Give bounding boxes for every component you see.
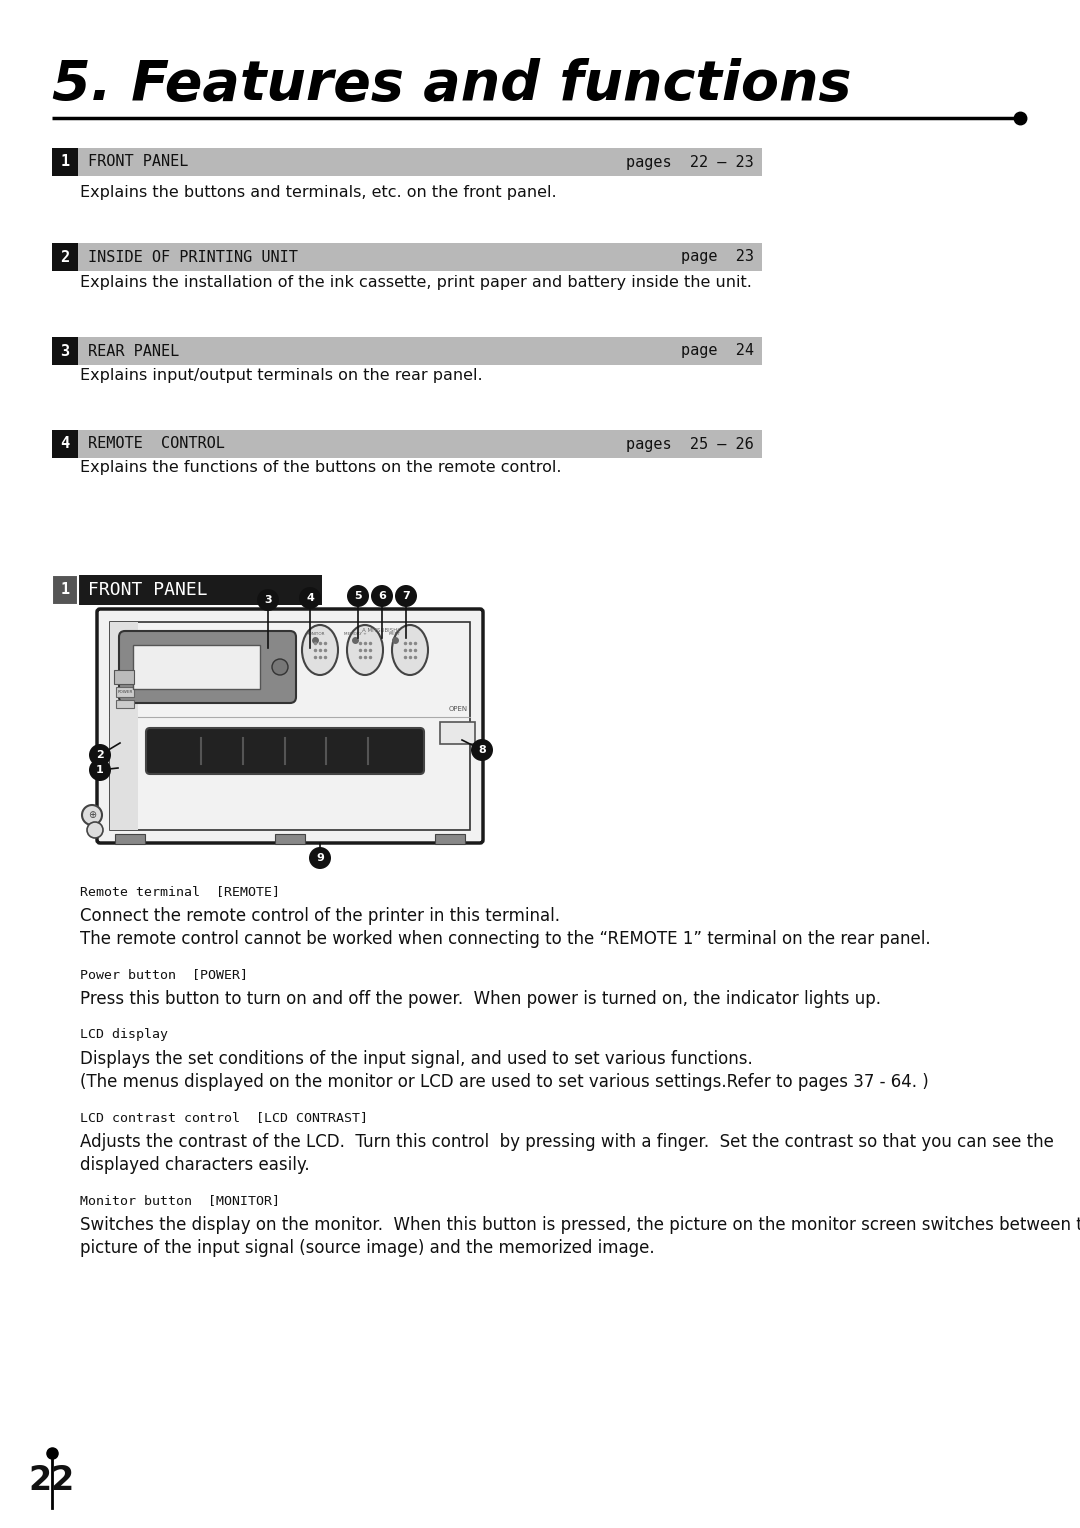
Text: 5: 5 <box>354 591 362 601</box>
Bar <box>116 700 134 707</box>
Ellipse shape <box>392 625 428 675</box>
Circle shape <box>272 659 288 675</box>
FancyBboxPatch shape <box>97 610 483 843</box>
Text: A MITSUBISHI: A MITSUBISHI <box>362 628 399 633</box>
Text: INSIDE OF PRINTING UNIT: INSIDE OF PRINTING UNIT <box>87 249 298 264</box>
Text: OPEN: OPEN <box>448 706 468 712</box>
Text: Explains the functions of the buttons on the remote control.: Explains the functions of the buttons on… <box>80 460 562 475</box>
Text: MEMORY +: MEMORY + <box>343 633 366 636</box>
Bar <box>110 622 138 830</box>
Bar <box>440 723 475 744</box>
Bar <box>52 243 78 270</box>
Text: MONITOR: MONITOR <box>306 633 325 636</box>
Text: POWER: POWER <box>118 691 133 694</box>
Text: 1: 1 <box>60 154 69 170</box>
Text: 2: 2 <box>96 750 104 759</box>
Text: The remote control cannot be worked when connecting to the “REMOTE 1” terminal o: The remote control cannot be worked when… <box>80 931 931 947</box>
Bar <box>52 429 762 458</box>
Text: 8: 8 <box>478 746 486 755</box>
Text: Adjusts the contrast of the LCD.  Turn this control  by pressing with a finger. : Adjusts the contrast of the LCD. Turn th… <box>80 1132 1054 1151</box>
Text: Displays the set conditions of the input signal, and used to set various functio: Displays the set conditions of the input… <box>80 1050 753 1068</box>
Text: displayed characters easily.: displayed characters easily. <box>80 1157 310 1174</box>
Circle shape <box>82 805 102 825</box>
Text: Explains input/output terminals on the rear panel.: Explains input/output terminals on the r… <box>80 368 483 384</box>
Circle shape <box>87 822 103 837</box>
Text: Explains the buttons and terminals, etc. on the front panel.: Explains the buttons and terminals, etc.… <box>80 185 556 200</box>
Text: PRINT: PRINT <box>389 633 401 636</box>
Text: REAR PANEL: REAR PANEL <box>87 344 179 359</box>
Text: Explains the installation of the ink cassette, print paper and battery inside th: Explains the installation of the ink cas… <box>80 275 752 290</box>
Circle shape <box>372 585 393 607</box>
Circle shape <box>395 585 417 607</box>
Bar <box>52 338 78 365</box>
Text: ⊕: ⊕ <box>87 810 96 821</box>
Text: REMOTE  CONTROL: REMOTE CONTROL <box>87 437 225 451</box>
Text: Power button  [POWER]: Power button [POWER] <box>80 969 248 981</box>
Bar <box>52 429 78 458</box>
Circle shape <box>89 759 111 781</box>
Text: 7: 7 <box>402 591 410 601</box>
Text: Switches the display on the monitor.  When this button is pressed, the picture o: Switches the display on the monitor. Whe… <box>80 1216 1080 1235</box>
Bar <box>114 669 134 685</box>
Text: page  24: page 24 <box>681 344 754 359</box>
Text: 3: 3 <box>60 344 69 359</box>
Text: LCD contrast control  [LCD CONTRAST]: LCD contrast control [LCD CONTRAST] <box>80 1111 368 1125</box>
Text: FRONT PANEL: FRONT PANEL <box>87 581 207 599</box>
Text: 1: 1 <box>96 766 104 775</box>
Text: 22: 22 <box>28 1464 75 1496</box>
Bar <box>116 688 134 697</box>
Text: (The menus displayed on the monitor or LCD are used to set various settings.Refe: (The menus displayed on the monitor or L… <box>80 1073 929 1091</box>
Text: page  23: page 23 <box>681 249 754 264</box>
Bar <box>52 148 78 176</box>
Text: pages  22 – 23: pages 22 – 23 <box>626 154 754 170</box>
Circle shape <box>257 588 279 611</box>
FancyBboxPatch shape <box>133 645 260 689</box>
Circle shape <box>309 847 330 869</box>
Text: FRONT PANEL: FRONT PANEL <box>87 154 188 170</box>
Bar <box>52 575 322 605</box>
FancyBboxPatch shape <box>119 631 296 703</box>
Bar <box>114 834 145 843</box>
Circle shape <box>347 585 369 607</box>
Ellipse shape <box>347 625 383 675</box>
Text: 6: 6 <box>378 591 386 601</box>
Text: LCD display: LCD display <box>80 1028 168 1041</box>
Circle shape <box>89 744 111 766</box>
Bar <box>435 834 465 843</box>
Bar <box>52 243 762 270</box>
Text: pages  25 – 26: pages 25 – 26 <box>626 437 754 451</box>
Circle shape <box>299 587 321 610</box>
Text: 5. Features and functions: 5. Features and functions <box>52 58 851 112</box>
FancyBboxPatch shape <box>146 727 424 775</box>
Text: Connect the remote control of the printer in this terminal.: Connect the remote control of the printe… <box>80 908 561 924</box>
Bar <box>305 623 435 639</box>
Text: Monitor button  [MONITOR]: Monitor button [MONITOR] <box>80 1193 280 1207</box>
Text: 1: 1 <box>60 582 69 597</box>
Ellipse shape <box>302 625 338 675</box>
Text: 4: 4 <box>60 437 69 451</box>
Bar <box>275 834 305 843</box>
Text: picture of the input signal (source image) and the memorized image.: picture of the input signal (source imag… <box>80 1239 654 1258</box>
Text: 4: 4 <box>306 593 314 604</box>
Bar <box>52 575 78 605</box>
Text: Remote terminal  [REMOTE]: Remote terminal [REMOTE] <box>80 885 280 898</box>
Text: Press this button to turn on and off the power.  When power is turned on, the in: Press this button to turn on and off the… <box>80 990 881 1008</box>
Bar <box>52 338 762 365</box>
Text: 2: 2 <box>60 249 69 264</box>
Text: 3: 3 <box>265 594 272 605</box>
Text: 9: 9 <box>316 853 324 863</box>
Bar <box>52 148 762 176</box>
Circle shape <box>471 740 492 761</box>
